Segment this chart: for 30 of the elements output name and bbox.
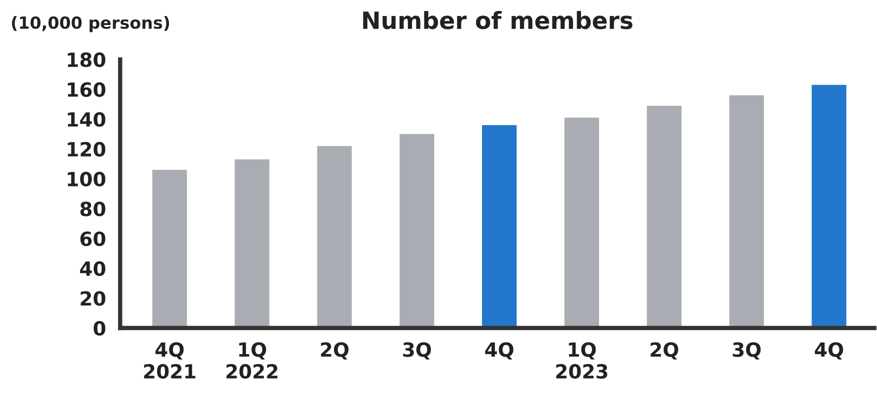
- x-tick-label: 1Q 2023: [556, 342, 608, 379]
- x-tick-label: 1Q 2022: [226, 342, 278, 379]
- x-tick-label: 4Q 2021: [144, 342, 196, 379]
- x-tick-label: 4Q: [814, 342, 844, 360]
- x-tick-label: 3Q: [732, 342, 761, 360]
- y-tick-label: 80: [80, 202, 106, 216]
- y-tick-label: 160: [68, 82, 106, 97]
- y-tick-label: 120: [68, 142, 106, 157]
- x-tick-label: 3Q: [403, 342, 431, 360]
- bar: [729, 95, 764, 328]
- x-tick-label: 2Q: [650, 342, 678, 360]
- bar: [317, 146, 352, 328]
- chart-title: Number of members: [363, 10, 632, 30]
- y-tick-label: 40: [80, 261, 106, 276]
- bar: [482, 125, 517, 328]
- bar: [400, 134, 434, 328]
- y-tick-label: 140: [68, 112, 106, 127]
- x-tick-label: 2Q: [320, 342, 349, 360]
- y-tick-label: 180: [68, 52, 106, 68]
- x-tick-label: 4Q: [485, 342, 514, 360]
- bar: [812, 84, 846, 328]
- y-tick-label: 100: [68, 172, 106, 186]
- y-axis-title: (10,000 persons): [12, 16, 170, 32]
- bar: [646, 106, 682, 328]
- bar: [152, 170, 187, 328]
- y-tick-label: 0: [94, 320, 106, 336]
- y-tick-label: 20: [80, 291, 106, 306]
- bar: [564, 118, 600, 328]
- y-tick-label: 60: [80, 231, 106, 246]
- bar: [234, 159, 270, 328]
